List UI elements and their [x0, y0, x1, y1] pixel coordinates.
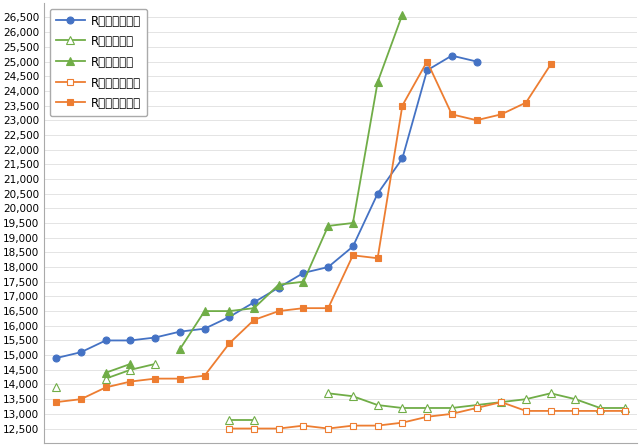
- R４関東銘柄米: [399, 420, 406, 425]
- R５秋田こまち: [127, 338, 134, 343]
- R５秋田こまち: [52, 355, 60, 361]
- R５関東銘柄米: [300, 306, 307, 311]
- R５関東銘柄米: [151, 376, 159, 381]
- R５関東銘柄米: [547, 62, 554, 67]
- R５関東銘柄米: [77, 396, 85, 402]
- R４関東銘柄米: [225, 426, 233, 431]
- R５秋田こまち: [225, 314, 233, 320]
- R５秋田こまち: [423, 68, 431, 73]
- R５関東銘柄米: [423, 59, 431, 64]
- R５秋田こまち: [300, 270, 307, 276]
- R４関東銘柄米: [275, 426, 283, 431]
- Line: R４関東銘柄米: R４関東銘柄米: [226, 399, 628, 432]
- Line: R５関東銘柄米: R５関東銘柄米: [52, 58, 554, 405]
- R５秋田こまち: [374, 191, 381, 196]
- R５関東銘柄米: [473, 118, 481, 123]
- R５関東銘柄米: [522, 100, 530, 105]
- R５秋田こまち: [250, 300, 258, 305]
- R５関東銘柄米: [349, 252, 356, 258]
- R５関東銘柄米: [250, 317, 258, 322]
- R５関東コシ: [102, 370, 109, 376]
- R５秋田こまち: [102, 338, 109, 343]
- R５関東銘柄米: [497, 112, 505, 117]
- R４関東銘柄米: [596, 408, 604, 413]
- R４関東銘柄米: [448, 411, 456, 417]
- R４関東銘柄米: [572, 408, 579, 413]
- R５関東銘柄米: [102, 385, 109, 390]
- R５関東銘柄米: [324, 306, 332, 311]
- R５秋田こまち: [448, 53, 456, 58]
- R５秋田こまち: [275, 285, 283, 290]
- R５関東銘柄米: [374, 256, 381, 261]
- R４関東銘柄米: [473, 405, 481, 411]
- R４関東銘柄米: [522, 408, 530, 413]
- R５関東銘柄米: [275, 309, 283, 314]
- R４関東銘柄米: [250, 426, 258, 431]
- R５関東銘柄米: [52, 400, 60, 405]
- R５秋田こまち: [151, 335, 159, 340]
- R４関東銘柄米: [349, 423, 356, 428]
- R５秋田こまち: [473, 59, 481, 64]
- R５関東銘柄米: [127, 379, 134, 384]
- R５秋田こまち: [399, 156, 406, 161]
- Line: R５関東コシ: R５関東コシ: [102, 360, 134, 377]
- R５関東コシ: [127, 361, 134, 367]
- R４関東銘柄米: [621, 408, 628, 413]
- R５関東銘柄米: [176, 376, 184, 381]
- R５秋田こまち: [77, 350, 85, 355]
- R５関東銘柄米: [225, 341, 233, 346]
- R５秋田こまち: [176, 329, 184, 334]
- Line: R５秋田こまち: R５秋田こまち: [52, 52, 480, 362]
- R４関東銘柄米: [497, 400, 505, 405]
- R４関東銘柄米: [324, 426, 332, 431]
- R５秋田こまち: [324, 264, 332, 270]
- Legend: R５秋田こまち, R４関東コシ, R５関東コシ, R４関東銘柄米, R５関東銘柄米: R５秋田こまち, R４関東コシ, R５関東コシ, R４関東銘柄米, R５関東銘柄…: [50, 8, 147, 116]
- R５関東銘柄米: [201, 373, 209, 378]
- R５秋田こまち: [201, 326, 209, 331]
- R５関東銘柄米: [399, 103, 406, 108]
- R４関東銘柄米: [374, 423, 381, 428]
- R５関東銘柄米: [448, 112, 456, 117]
- R４関東銘柄米: [423, 414, 431, 420]
- R４関東銘柄米: [300, 423, 307, 428]
- R５秋田こまち: [349, 244, 356, 249]
- R４関東銘柄米: [547, 408, 554, 413]
